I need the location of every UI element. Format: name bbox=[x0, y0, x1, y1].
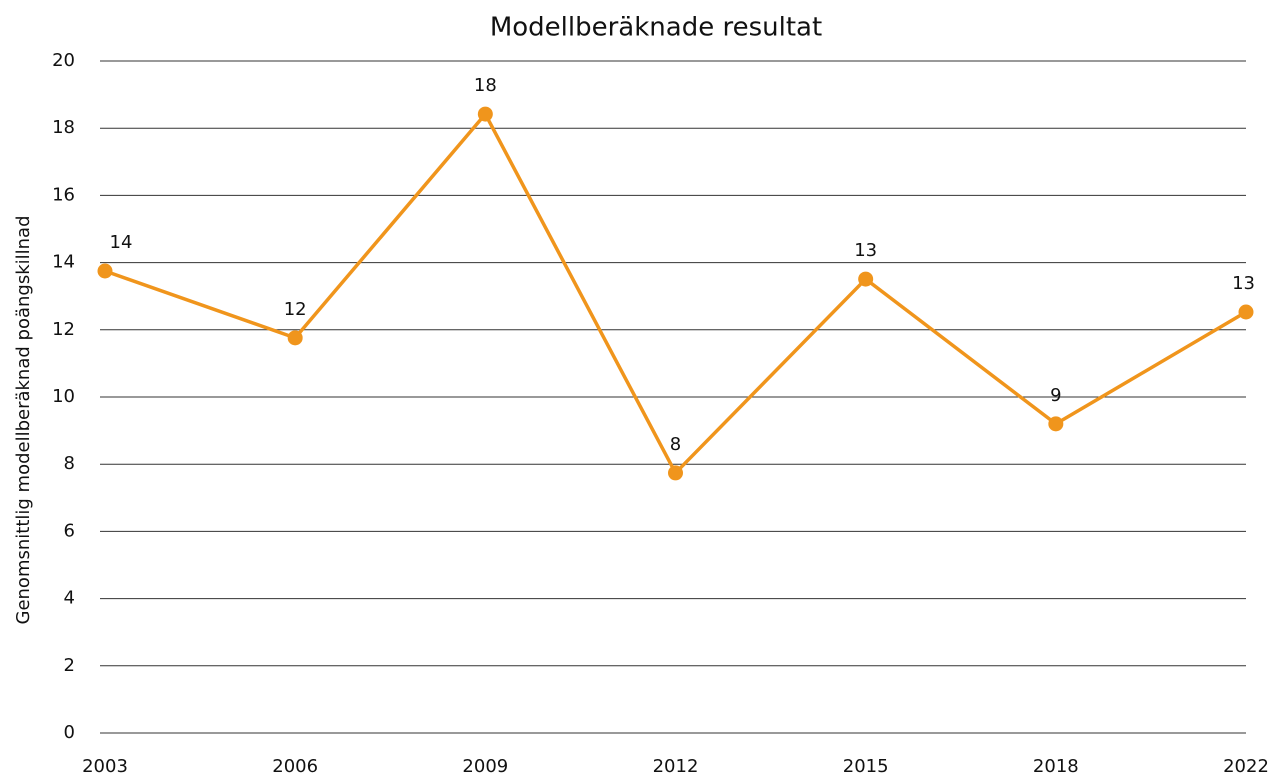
data-label: 18 bbox=[474, 75, 497, 96]
x-tick-label: 2006 bbox=[272, 756, 318, 777]
marker bbox=[858, 271, 874, 287]
x-tick-label: 2018 bbox=[1033, 756, 1079, 777]
y-tick-label: 14 bbox=[52, 252, 75, 273]
y-tick-label: 18 bbox=[52, 117, 75, 138]
marker bbox=[668, 465, 683, 481]
y-tick-label: 4 bbox=[64, 588, 75, 609]
x-tick-label: 2003 bbox=[82, 756, 128, 777]
marker bbox=[287, 330, 303, 346]
data-label: 13 bbox=[854, 240, 877, 261]
y-tick-label: 12 bbox=[52, 319, 75, 340]
marker bbox=[1048, 416, 1064, 432]
y-tick-label: 8 bbox=[64, 453, 75, 474]
x-tick-label: 2009 bbox=[462, 756, 508, 777]
y-axis-label: Genomsnittlig modellberäknad poängskilln… bbox=[13, 216, 34, 625]
marker bbox=[1238, 304, 1254, 320]
y-tick-label: 2 bbox=[64, 655, 75, 676]
x-tick-label: 2012 bbox=[653, 756, 699, 777]
data-label: 13 bbox=[1232, 273, 1255, 294]
y-tick-label: 6 bbox=[64, 520, 75, 541]
data-label: 9 bbox=[1050, 385, 1061, 406]
marker bbox=[97, 263, 113, 279]
data-label: 12 bbox=[284, 299, 307, 320]
y-tick-label: 16 bbox=[52, 184, 75, 205]
line bbox=[104, 112, 1247, 475]
y-tick-label: 10 bbox=[52, 386, 75, 407]
x-tick-label: 2022 bbox=[1223, 756, 1269, 777]
x-tick-label: 2015 bbox=[843, 756, 889, 777]
marker bbox=[477, 106, 493, 122]
y-tick-label: 0 bbox=[64, 722, 75, 743]
y-tick-label: 20 bbox=[52, 50, 75, 71]
chart-title: Modellberäknade resultat bbox=[490, 13, 822, 43]
data-label: 14 bbox=[110, 232, 133, 253]
data-label: 8 bbox=[670, 434, 681, 455]
